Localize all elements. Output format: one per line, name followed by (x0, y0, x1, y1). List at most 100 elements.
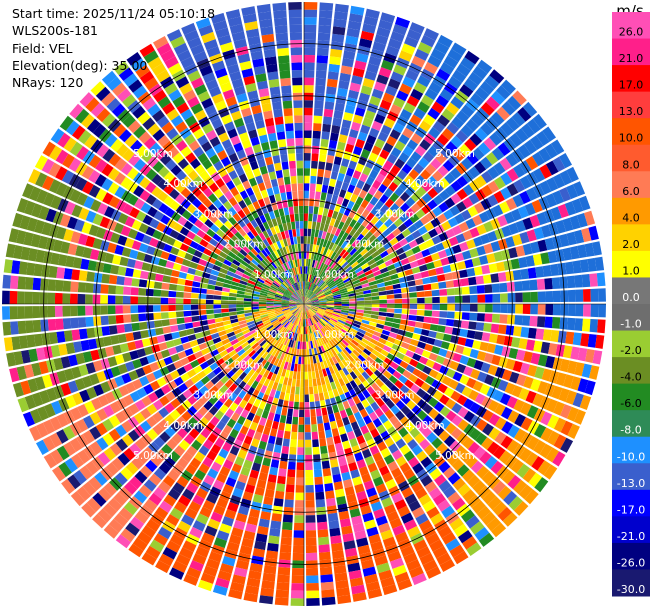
velocity-gate (242, 225, 251, 234)
velocity-gate (304, 228, 308, 237)
velocity-gate (243, 114, 254, 125)
velocity-gate (379, 295, 387, 300)
velocity-gate (390, 405, 400, 415)
velocity-gate (227, 238, 237, 247)
velocity-gate (35, 249, 46, 263)
velocity-gate (297, 299, 304, 304)
velocity-gate (302, 273, 304, 282)
velocity-gate (415, 236, 425, 245)
velocity-gate (130, 296, 139, 304)
velocity-gate (313, 286, 319, 293)
velocity-gate (331, 33, 345, 43)
velocity-gate (167, 488, 181, 501)
velocity-gate (378, 490, 390, 501)
velocity-gate (232, 176, 242, 187)
velocity-gate (226, 270, 235, 277)
velocity-gate (236, 290, 245, 295)
velocity-gate (279, 391, 286, 400)
velocity-gate (192, 281, 201, 288)
velocity-gate (352, 349, 361, 357)
velocity-gate (305, 326, 308, 335)
velocity-gate (378, 337, 387, 345)
velocity-gate (364, 307, 372, 311)
colorbar-cell (612, 171, 650, 199)
velocity-gate (506, 439, 520, 454)
velocity-gate (298, 205, 304, 214)
velocity-gate (125, 462, 139, 475)
velocity-gate (297, 304, 304, 309)
velocity-gate (228, 589, 243, 600)
velocity-gate (219, 466, 231, 477)
velocity-gate (401, 487, 414, 499)
velocity-gate (552, 156, 566, 172)
velocity-gate (528, 472, 543, 488)
velocity-gate (262, 238, 270, 247)
velocity-gate (373, 331, 382, 338)
velocity-gate (368, 56, 382, 67)
velocity-gate (316, 330, 322, 339)
velocity-gate (506, 281, 515, 292)
velocity-gate (325, 240, 332, 249)
velocity-gate (301, 296, 304, 304)
velocity-gate (532, 168, 546, 183)
velocity-gate (327, 512, 339, 522)
velocity-gate (281, 529, 293, 538)
velocity-gate (266, 203, 273, 213)
velocity-gate (344, 391, 352, 401)
velocity-gate (263, 48, 276, 58)
velocity-gate (193, 146, 205, 158)
velocity-gate (289, 304, 297, 307)
velocity-gate (278, 184, 286, 194)
velocity-gate (144, 498, 158, 512)
velocity-gate (182, 422, 193, 433)
velocity-gate (584, 380, 596, 396)
velocity-gate (228, 383, 238, 392)
velocity-gate (311, 259, 316, 268)
velocity-gate (352, 279, 361, 285)
velocity-gate (492, 480, 506, 495)
velocity-gate (327, 444, 336, 453)
velocity-gate (525, 339, 536, 351)
velocity-gate (319, 551, 331, 561)
velocity-gate (158, 407, 169, 418)
velocity-gate (103, 368, 114, 380)
velocity-gate (291, 54, 303, 63)
velocity-gate (195, 433, 207, 445)
velocity-gate (420, 329, 430, 337)
velocity-gate (229, 315, 238, 320)
velocity-gate (254, 225, 262, 235)
velocity-gate (331, 466, 341, 476)
velocity-gate (405, 197, 416, 208)
velocity-gate (531, 456, 545, 471)
velocity-gate (242, 383, 251, 393)
velocity-gate (295, 485, 304, 493)
velocity-gate (29, 408, 42, 424)
velocity-gate (326, 323, 334, 329)
velocity-gate (321, 460, 330, 469)
velocity-gate (75, 108, 90, 124)
velocity-gate (237, 415, 246, 426)
velocity-gate (21, 349, 31, 364)
velocity-gate (447, 472, 461, 485)
velocity-gate (284, 230, 290, 239)
velocity-gate (146, 354, 156, 364)
velocity-gate (280, 453, 289, 462)
velocity-gate (292, 340, 297, 349)
colorbar-tick-label: -8.0 (620, 424, 641, 437)
velocity-gate (252, 313, 261, 318)
velocity-gate (82, 481, 97, 496)
velocity-gate (184, 115, 197, 127)
velocity-gate (304, 32, 317, 40)
velocity-gate (369, 169, 379, 180)
velocity-gate (297, 304, 304, 308)
velocity-gate (251, 342, 260, 350)
velocity-gate (187, 267, 196, 275)
velocity-gate (153, 289, 162, 297)
velocity-gate (206, 294, 214, 300)
velocity-gate (354, 267, 363, 274)
velocity-gate (291, 316, 297, 324)
velocity-gate (392, 242, 402, 251)
velocity-gate (251, 296, 260, 300)
velocity-gate (250, 136, 260, 146)
velocity-gate (302, 281, 304, 289)
